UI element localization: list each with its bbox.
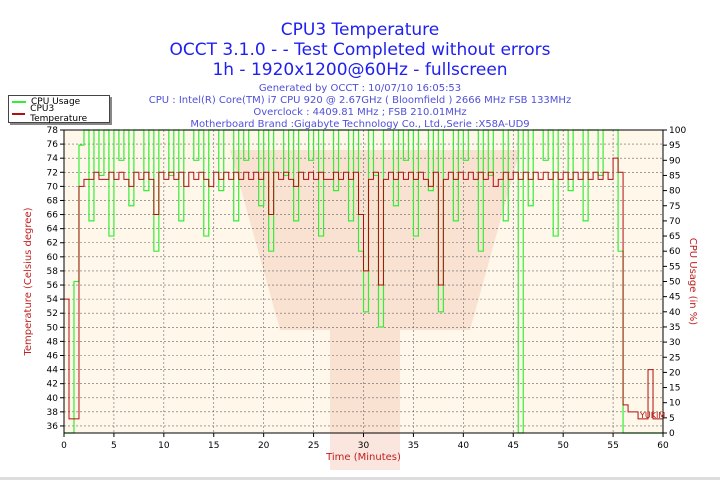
y2-tick-label: 60 (669, 247, 681, 257)
x-tick-label: 10 (158, 441, 170, 451)
x-tick-label: 40 (458, 441, 470, 451)
legend: CPU Usage CPU3 Temperature (8, 95, 110, 124)
y-tick-label: 48 (47, 337, 59, 347)
legend-item-usage: CPU Usage (9, 96, 109, 108)
watermark-logo (230, 150, 520, 330)
y-tick-label: 44 (47, 366, 59, 376)
info-generated: Generated by OCCT : 10/07/10 16:05:53 (258, 83, 462, 94)
legend-swatch-usage (12, 101, 26, 103)
watermark-text: YUKIM (639, 411, 665, 420)
y-tick-label: 36 (47, 422, 59, 432)
chart-subtitle-mode: 1h - 1920x1200@60Hz - fullscreen (212, 60, 508, 80)
x-tick-label: 15 (208, 441, 219, 451)
y2-tick-label: 100 (669, 126, 686, 136)
y-tick-label: 54 (47, 295, 59, 305)
y2-tick-label: 70 (669, 217, 681, 227)
y-tick-label: 46 (47, 351, 59, 361)
y-tick-label: 62 (47, 239, 58, 249)
y2-tick-label: 45 (669, 293, 680, 303)
watermark-logo-stem (330, 330, 400, 470)
y2-tick-label: 95 (669, 141, 680, 151)
y-tick-label: 40 (47, 394, 59, 404)
cpu3-temperature-line (64, 157, 663, 420)
x-axis-label: Time (Minutes) (325, 452, 401, 463)
y2-tick-label: 85 (669, 171, 680, 181)
y2-tick-label: 30 (669, 338, 681, 348)
x-tick-label: 35 (408, 441, 419, 451)
y-tick-label: 50 (47, 323, 59, 333)
y-tick-label: 74 (47, 154, 59, 164)
y2-tick-label: 90 (669, 156, 681, 166)
x-tick-label: 20 (258, 441, 270, 451)
x-tick-label: 30 (358, 441, 370, 451)
y-tick-label: 78 (47, 126, 59, 136)
y2-tick-label: 50 (669, 278, 681, 288)
x-tick-label: 5 (111, 441, 117, 451)
info-cpu: CPU : Intel(R) Core(TM) i7 CPU 920 @ 2.6… (148, 95, 572, 106)
legend-swatch-temp (12, 113, 26, 115)
legend-label-usage: CPU Usage (31, 97, 81, 107)
y-tick-label: 64 (47, 225, 59, 235)
chart-subtitle-test: OCCT 3.1.0 - - Test Completed without er… (169, 40, 551, 60)
x-tick-label: 55 (607, 441, 618, 451)
x-tick-label: 45 (508, 441, 519, 451)
x-tick-label: 60 (657, 441, 669, 451)
legend-item-temp: CPU3 Temperature (9, 104, 109, 124)
y-tick-label: 66 (47, 211, 59, 221)
y2-tick-label: 55 (669, 262, 680, 272)
bottom-border (0, 477, 720, 480)
x-tick-label: 50 (557, 441, 569, 451)
y2-tick-label: 5 (669, 414, 675, 424)
y2-tick-label: 15 (669, 384, 680, 394)
y-tick-label: 52 (47, 309, 58, 319)
y-tick-label: 58 (47, 267, 59, 277)
x-tick-label: 25 (308, 441, 319, 451)
y2-axis-label: CPU Usage (in %) (687, 238, 698, 326)
y2-tick-label: 0 (669, 429, 675, 439)
y2-tick-label: 80 (669, 187, 681, 197)
y-tick-label: 72 (47, 168, 58, 178)
y-tick-label: 60 (47, 253, 59, 263)
legend-label-temp: CPU3 Temperature (30, 104, 88, 124)
y2-tick-label: 75 (669, 202, 680, 212)
y-tick-label: 42 (47, 380, 58, 390)
chart-title: CPU3 Temperature (280, 20, 440, 40)
y2-tick-label: 20 (669, 368, 681, 378)
y2-tick-label: 25 (669, 353, 680, 363)
y-tick-label: 76 (47, 140, 59, 150)
y-axis-label: Temperature (Celsius degree) (23, 207, 34, 356)
x-tick-label: 0 (61, 441, 67, 451)
y-tick-label: 70 (47, 182, 59, 192)
y-tick-label: 56 (47, 281, 59, 291)
y2-tick-label: 65 (669, 232, 680, 242)
plot-border (63, 129, 664, 434)
y2-tick-label: 35 (669, 323, 680, 333)
info-overclock: Overclock : 4409.81 MHz ; FSB 210.01MHz (253, 107, 467, 118)
y-tick-label: 68 (47, 196, 59, 206)
y2-tick-label: 10 (669, 399, 681, 409)
info-motherboard: Motherboard Brand :Gigabyte Technology C… (190, 119, 530, 130)
y2-tick-label: 40 (669, 308, 681, 318)
y-tick-label: 38 (47, 408, 59, 418)
